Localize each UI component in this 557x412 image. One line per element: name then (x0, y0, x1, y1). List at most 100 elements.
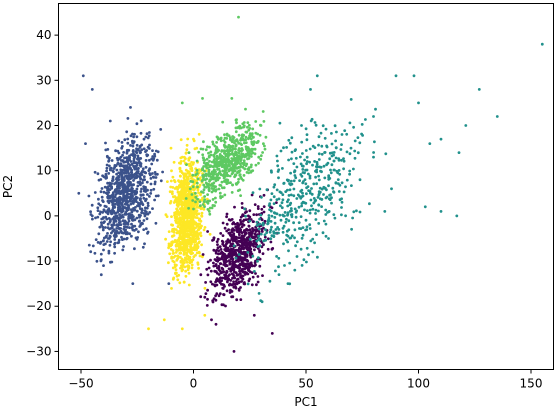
scatter-point (374, 107, 377, 111)
scatter-point (237, 243, 241, 247)
scatter-point (352, 125, 355, 129)
scatter-point (229, 269, 233, 273)
scatter-point (134, 236, 138, 240)
scatter-point (146, 212, 150, 216)
scatter-point (265, 231, 269, 235)
scatter-point (106, 188, 110, 192)
scatter-point (185, 229, 189, 233)
scatter-point (266, 247, 270, 251)
scatter-point (195, 213, 199, 217)
scatter-point (272, 202, 276, 206)
scatter-point (323, 136, 327, 140)
scatter-point (118, 199, 122, 203)
scatter-point (204, 148, 208, 152)
scatter-point (234, 161, 238, 165)
scatter-point (229, 288, 232, 292)
scatter-point (127, 180, 131, 183)
scatter-point (170, 215, 173, 219)
scatter-point (304, 182, 308, 186)
scatter-point (115, 168, 119, 172)
scatter-point (253, 264, 256, 268)
scatter-point (308, 208, 312, 212)
scatter-point (154, 149, 158, 153)
scatter-point (333, 216, 337, 220)
scatter-point (251, 254, 255, 258)
scatter-point (139, 164, 143, 168)
scatter-point (170, 287, 173, 290)
scatter-point (219, 136, 223, 140)
scatter-point (238, 233, 241, 237)
scatter-point (128, 226, 131, 230)
scatter-point (116, 183, 120, 186)
scatter-point (303, 158, 306, 162)
scatter-point (269, 220, 273, 223)
scatter-point (171, 252, 175, 255)
scatter-point (358, 210, 362, 214)
scatter-point (316, 255, 319, 259)
scatter-point (97, 232, 101, 236)
scatter-point (204, 164, 208, 168)
scatter-point (285, 233, 289, 237)
scatter-point (123, 160, 127, 164)
x-tick-label: 0 (190, 377, 198, 391)
scatter-point (317, 209, 320, 213)
scatter-point (105, 192, 109, 196)
scatter-point (149, 192, 153, 195)
scatter-point (217, 249, 221, 253)
scatter-point (225, 149, 229, 153)
scatter-point (228, 273, 232, 276)
scatter-point (138, 150, 142, 153)
scatter-point (324, 222, 328, 226)
scatter-point (202, 183, 206, 187)
scatter-point (141, 203, 145, 207)
scatter-point (220, 279, 224, 282)
scatter-point (180, 257, 184, 261)
scatter-point (121, 206, 125, 210)
scatter-point (133, 132, 136, 136)
scatter-point (102, 239, 105, 243)
scatter-point (222, 143, 226, 147)
scatter-point (279, 204, 282, 208)
scatter-point (132, 135, 136, 139)
scatter-point (306, 185, 310, 189)
scatter-point (248, 228, 252, 232)
scatter-point (309, 198, 313, 202)
scatter-point (118, 213, 121, 216)
scatter-point (229, 257, 233, 260)
scatter-point (125, 206, 128, 210)
scatter-point (225, 269, 229, 273)
scatter-point (134, 164, 138, 168)
scatter-point (130, 216, 133, 220)
scatter-point (185, 260, 189, 264)
scatter-point (175, 196, 178, 200)
scatter-point (317, 222, 321, 225)
scatter-point (178, 251, 182, 255)
scatter-point (212, 236, 216, 240)
scatter-point (132, 200, 136, 204)
scatter-point (318, 165, 322, 169)
scatter-point (77, 191, 81, 195)
scatter-point (248, 151, 251, 155)
scatter-point (241, 260, 244, 264)
scatter-point (185, 208, 189, 212)
scatter-point (250, 163, 253, 167)
scatter-point (243, 167, 247, 171)
scatter-point (269, 240, 273, 244)
scatter-point (204, 281, 208, 284)
scatter-point (323, 151, 327, 154)
scatter-point (149, 182, 153, 186)
scatter-point (102, 264, 105, 267)
scatter-point (138, 198, 142, 202)
scatter-point (96, 241, 100, 244)
scatter-point (258, 238, 261, 242)
scatter-point (115, 227, 119, 230)
scatter-point (99, 240, 103, 244)
scatter-point (149, 188, 153, 192)
scatter-point (327, 237, 330, 240)
scatter-point (220, 282, 223, 286)
scatter-point (169, 185, 173, 189)
scatter-point (305, 246, 309, 250)
scatter-point (196, 185, 199, 189)
scatter-point (207, 174, 211, 178)
scatter-point (89, 210, 92, 214)
